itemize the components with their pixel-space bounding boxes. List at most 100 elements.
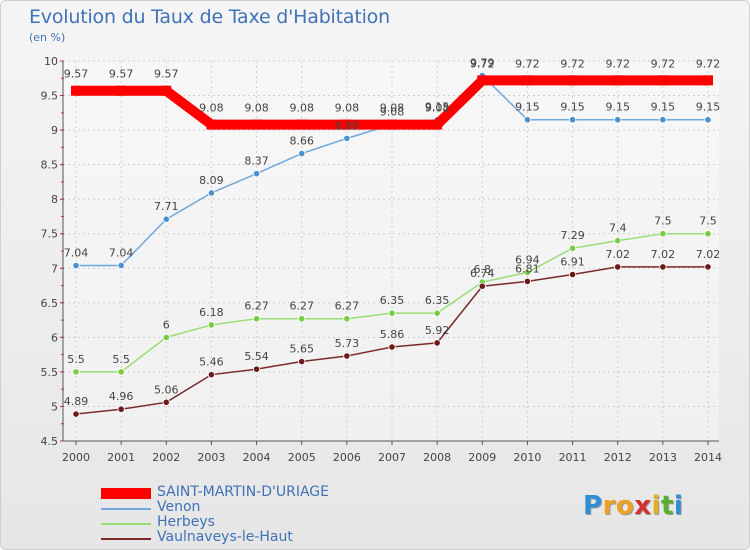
x-tick-label: 2002 — [152, 451, 180, 464]
data-label: 9.57 — [154, 68, 179, 81]
y-tick-label: 7.5 — [41, 228, 59, 241]
x-tick-label: 2009 — [468, 451, 496, 464]
data-label: 6.91 — [560, 255, 585, 268]
data-label: 9.08 — [425, 102, 450, 115]
data-point — [252, 170, 261, 178]
data-label: 8.37 — [244, 155, 269, 168]
data-label: 8.66 — [289, 135, 314, 148]
y-tick-label: 9.5 — [41, 90, 59, 103]
data-label: 9.79 — [470, 57, 495, 70]
data-label: 8.88 — [335, 119, 360, 132]
x-tick-label: 2005 — [288, 451, 316, 464]
data-point — [388, 343, 396, 351]
y-tick-label: 6 — [51, 331, 58, 344]
data-point — [341, 119, 352, 130]
x-tick-label: 2011 — [559, 451, 587, 464]
data-label: 9.57 — [64, 68, 89, 81]
data-label: 5.46 — [199, 356, 224, 369]
data-point — [343, 134, 351, 142]
data-point — [296, 119, 307, 130]
data-point — [614, 263, 622, 271]
data-label: 6.27 — [289, 300, 314, 313]
data-point — [523, 277, 532, 285]
x-tick-label: 2000 — [62, 451, 90, 464]
data-label: 9.15 — [696, 101, 721, 114]
y-tick-label: 4.5 — [41, 435, 59, 448]
data-label: 6.35 — [380, 294, 405, 307]
data-label: 8.09 — [199, 174, 224, 187]
data-label: 7.02 — [605, 248, 630, 261]
data-label: 9.08 — [380, 106, 405, 119]
data-label: 7.71 — [154, 200, 179, 213]
data-point — [432, 119, 443, 130]
y-tick-label: 8 — [51, 193, 58, 206]
x-tick-label: 2014 — [694, 451, 722, 464]
legend-swatch-saint-martin — [101, 488, 151, 499]
data-point — [117, 405, 125, 413]
data-point — [659, 116, 667, 124]
data-point — [72, 368, 80, 376]
data-label: 6 — [163, 318, 170, 331]
y-tick-label: 10 — [44, 55, 58, 68]
data-label: 9.72 — [470, 57, 495, 70]
data-label: 7.4 — [609, 222, 627, 235]
data-point — [477, 75, 488, 86]
chart-title: Evolution du Taux de Taxe d'Habitation — [29, 6, 390, 28]
data-point — [298, 357, 306, 366]
data-point — [522, 75, 533, 86]
data-label: 9.15 — [515, 101, 540, 114]
data-point — [207, 371, 216, 379]
data-point — [523, 268, 532, 277]
x-tick-label: 2006 — [333, 451, 361, 464]
data-point — [659, 263, 667, 271]
data-point — [703, 75, 713, 86]
data-point — [161, 85, 172, 96]
data-point — [523, 116, 532, 124]
proxiti-logo: Proxiti — [583, 491, 684, 521]
legend-swatch-vaulnaveys — [101, 538, 151, 540]
legend-swatch-herbeys — [101, 523, 151, 525]
data-point — [162, 333, 170, 341]
data-point — [117, 368, 125, 376]
x-tick-label: 2012 — [604, 451, 632, 464]
x-tick-label: 2004 — [243, 451, 271, 464]
data-point — [206, 119, 217, 130]
data-label: 9.15 — [651, 101, 676, 114]
data-label: 7.04 — [109, 247, 134, 260]
data-label: 9.15 — [560, 101, 585, 114]
y-tick-label: 7 — [51, 262, 58, 275]
data-point — [72, 261, 80, 270]
data-point — [704, 263, 712, 271]
data-point — [387, 119, 397, 130]
data-point — [657, 75, 668, 86]
data-point — [298, 315, 306, 323]
data-label: 6.74 — [470, 267, 495, 280]
data-label: 5.5 — [67, 353, 85, 366]
data-point — [614, 116, 622, 124]
data-label: 5.92 — [425, 324, 450, 337]
data-point — [207, 189, 216, 197]
data-point — [343, 315, 351, 323]
data-point — [252, 365, 261, 373]
y-tick-label: 6.5 — [41, 297, 59, 310]
x-tick-label: 2010 — [513, 451, 541, 464]
y-tick-label: 5.5 — [41, 366, 59, 379]
data-label: 6.35 — [425, 294, 450, 307]
data-label: 6.94 — [515, 253, 540, 266]
data-point — [433, 339, 441, 347]
data-point — [162, 215, 170, 223]
data-label: 9.72 — [605, 57, 630, 70]
data-label: 4.96 — [109, 390, 134, 403]
data-label: 7.04 — [64, 247, 89, 260]
y-tick-label: 5 — [51, 400, 58, 413]
data-label: 9.57 — [109, 68, 134, 81]
data-point — [116, 85, 127, 96]
data-label: 9.08 — [289, 102, 314, 115]
data-label: 9.08 — [380, 102, 405, 115]
y-tick-label: 9 — [51, 124, 58, 137]
data-label: 9.08 — [244, 102, 269, 115]
data-label: 9.08 — [335, 102, 360, 115]
data-label: 6.27 — [244, 300, 269, 313]
legend-label-saint-martin: SAINT-MARTIN-D'URIAGE — [157, 484, 329, 500]
